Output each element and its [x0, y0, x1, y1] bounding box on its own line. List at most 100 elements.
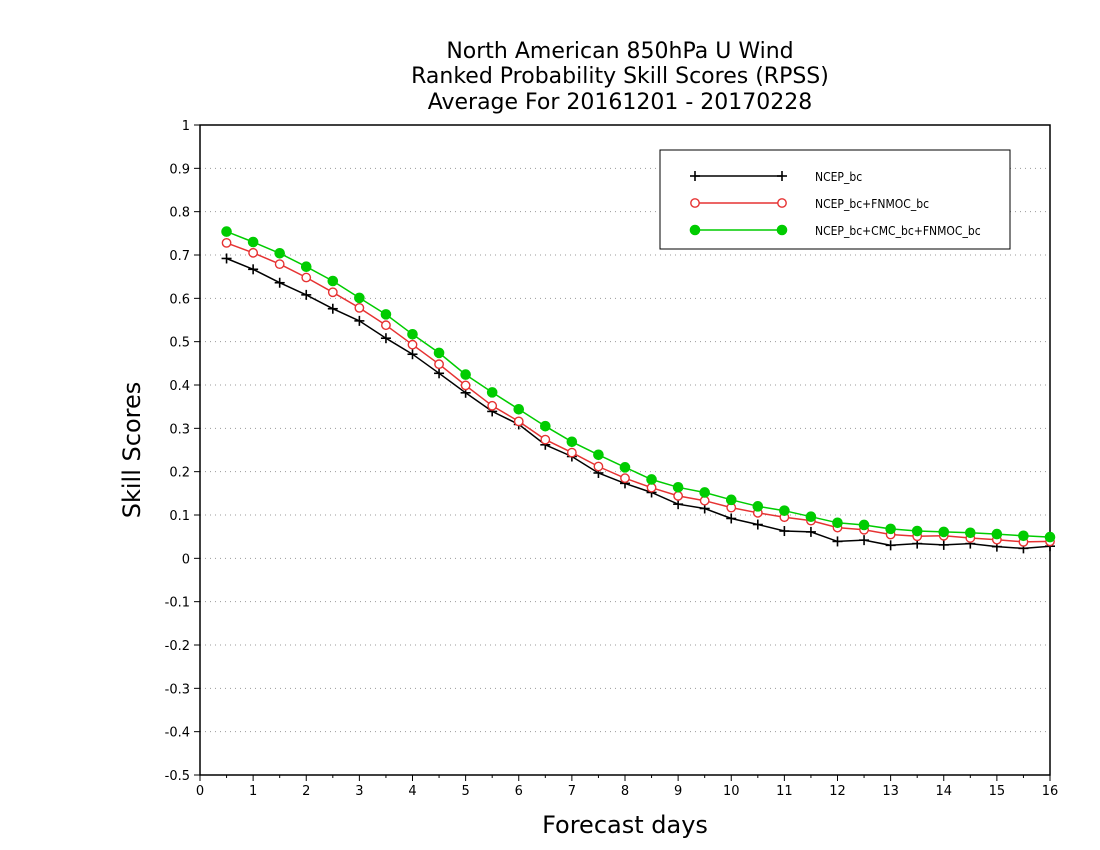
legend-marker-left	[690, 171, 700, 181]
x-tick-label: 13	[882, 784, 899, 799]
x-tick-label: 16	[1042, 784, 1059, 799]
y-tick-label: 0.2	[169, 466, 190, 481]
data-point	[1044, 531, 1056, 543]
data-point	[301, 289, 312, 300]
y-axis-label: Skill Scores	[118, 382, 146, 519]
data-point	[619, 462, 631, 473]
data-point	[434, 368, 445, 379]
legend-label: NCEP_bc+FNMOC_bc	[815, 197, 929, 211]
data-point	[672, 481, 684, 493]
data-point	[699, 487, 710, 498]
data-point	[593, 449, 604, 461]
data-point	[1018, 530, 1029, 542]
data-point	[673, 491, 684, 501]
data-point	[221, 237, 232, 248]
x-tick-label: 15	[989, 784, 1006, 799]
y-tick-label: 0	[182, 552, 190, 567]
data-point	[726, 513, 737, 524]
data-point	[805, 526, 816, 537]
data-point	[327, 303, 338, 314]
data-point	[566, 447, 577, 458]
title-line-1: North American 850hPa U Wind	[446, 39, 793, 64]
y-tick-label: -0.3	[165, 682, 190, 697]
x-tick-label: 0	[196, 784, 204, 799]
y-tick-label: 0.3	[169, 422, 190, 437]
data-point	[540, 434, 551, 445]
data-point	[487, 400, 498, 411]
data-point	[300, 261, 312, 273]
data-point	[779, 526, 790, 537]
x-tick-label: 9	[674, 784, 682, 799]
data-point	[274, 247, 285, 259]
legend-items: NCEP_bc NCEP_bc+FNMOC_bc NCEP_bc+CMC_bc+FN…	[689, 170, 981, 238]
axis-ticks: -0.5 -0.4 -0.3 -0.2 -0.1 0 0.1 0.2 0.3 0.4 0.5 0.6 0…	[165, 119, 1059, 799]
legend-entry-2: NCEP_bc+CMC_bc+FNMOC_bc	[689, 224, 981, 238]
data-point	[460, 380, 471, 391]
y-tick-label: 0.5	[169, 336, 190, 351]
data-point	[407, 339, 418, 350]
legend-label: NCEP_bc	[815, 170, 862, 184]
data-point	[752, 519, 763, 530]
data-point	[327, 275, 339, 287]
x-tick-label: 5	[461, 784, 469, 799]
title-line-2: Ranked Probability Skill Scores (RPSS)	[411, 64, 829, 89]
y-tick-label: 0.8	[169, 206, 190, 221]
legend: NCEP_bc NCEP_bc+FNMOC_bc NCEP_bc+CMC_bc+FN…	[659, 149, 1011, 250]
data-point	[407, 349, 418, 360]
series	[221, 226, 1056, 554]
data-point	[380, 333, 391, 344]
y-tick-label: 0.1	[169, 509, 190, 524]
data-point	[885, 523, 896, 535]
data-point	[486, 387, 498, 398]
legend-marker-right	[777, 198, 787, 208]
data-point	[832, 517, 843, 529]
series-1	[221, 237, 1055, 547]
data-point	[779, 505, 790, 516]
y-tick-label: 1	[182, 119, 190, 134]
legend-marker-right	[777, 171, 787, 181]
data-point	[859, 535, 870, 546]
legend-marker-left	[689, 224, 701, 236]
data-point	[673, 499, 684, 510]
data-point	[327, 287, 338, 298]
data-point	[566, 436, 578, 448]
y-tick-label: 0.4	[169, 379, 190, 394]
series-0	[221, 253, 1055, 554]
data-point	[752, 501, 764, 512]
data-point	[885, 540, 896, 551]
y-tick-label: 0.9	[169, 162, 190, 177]
data-point	[407, 329, 418, 340]
data-point	[460, 369, 471, 380]
legend-entry-1: NCEP_bc+FNMOC_bc	[690, 197, 929, 211]
legend-marker-right	[776, 224, 788, 236]
data-point	[938, 539, 949, 550]
data-point	[354, 315, 365, 326]
data-point	[248, 264, 259, 275]
grid	[200, 167, 1050, 733]
data-point	[247, 236, 259, 248]
x-tick-label: 10	[723, 784, 740, 799]
legend-marker-left	[690, 198, 700, 208]
data-point	[725, 494, 737, 506]
y-tick-label: -0.2	[165, 639, 190, 654]
data-point	[805, 511, 817, 523]
data-point	[938, 526, 950, 538]
y-tick-label: 0.7	[169, 249, 190, 264]
data-point	[991, 528, 1003, 540]
x-tick-label: 4	[408, 784, 416, 799]
data-point	[381, 320, 391, 331]
data-point	[593, 461, 604, 472]
legend-entry-0: NCEP_bc	[690, 170, 862, 184]
series-2	[221, 226, 1056, 543]
data-point	[540, 420, 551, 432]
data-point	[965, 527, 976, 539]
data-point	[832, 536, 843, 547]
x-tick-label: 6	[515, 784, 523, 799]
data-point	[274, 277, 285, 288]
y-tick-label: 0.6	[169, 292, 190, 307]
data-point	[301, 272, 312, 283]
data-point	[354, 292, 365, 304]
data-point	[248, 247, 259, 258]
title-line-3: Average For 20161201 - 20170228	[428, 90, 813, 115]
